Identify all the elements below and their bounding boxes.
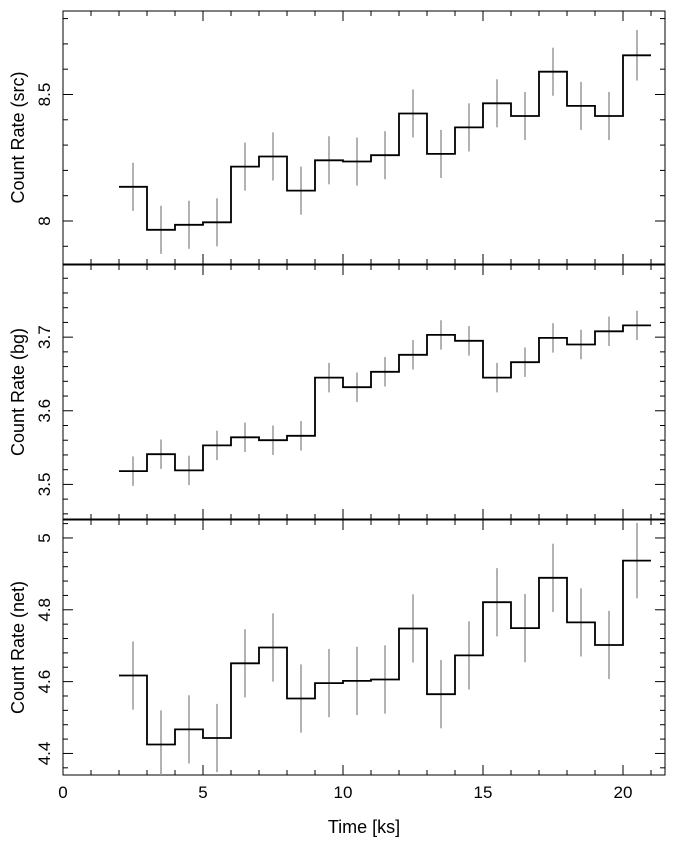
y-axis-title: Count Rate (net) [8, 581, 28, 714]
x-tick-label: 15 [474, 783, 493, 802]
panel-frame [62, 264, 666, 520]
x-tick-label: 0 [58, 783, 67, 802]
panel-3: 4.4 4.6 4.8 5 Count Rate (net) [8, 519, 666, 776]
y-tick-label: 8.5 [35, 83, 54, 107]
panel-frame [62, 10, 666, 265]
y-tick-label: 4.4 [35, 742, 54, 766]
panel-2: 3.5 3.6 3.7 Count Rate (bg) [8, 264, 666, 520]
y-tick-label: 3.7 [35, 325, 54, 349]
x-tick-label: 10 [334, 783, 353, 802]
step-series [119, 559, 651, 746]
x-axis-title: Time [ks] [328, 817, 400, 837]
y-tick-label: 5 [35, 533, 54, 542]
panel-1: 8 8.5 Count Rate (src) [8, 10, 666, 265]
y-axis-title: Count Rate (src) [8, 71, 28, 203]
x-tick-label: 5 [198, 783, 207, 802]
y-tick-label: 3.5 [35, 473, 54, 497]
x-tick-label: 20 [614, 783, 633, 802]
step-series [119, 324, 651, 472]
y-axis-title: Count Rate (bg) [8, 328, 28, 456]
y-tick-label: 4.8 [35, 598, 54, 622]
y-tick-label: 8 [35, 216, 54, 225]
panel-frame [62, 519, 666, 776]
y-tick-label: 3.6 [35, 399, 54, 423]
y-tick-label: 4.6 [35, 670, 54, 694]
step-series [119, 54, 651, 231]
